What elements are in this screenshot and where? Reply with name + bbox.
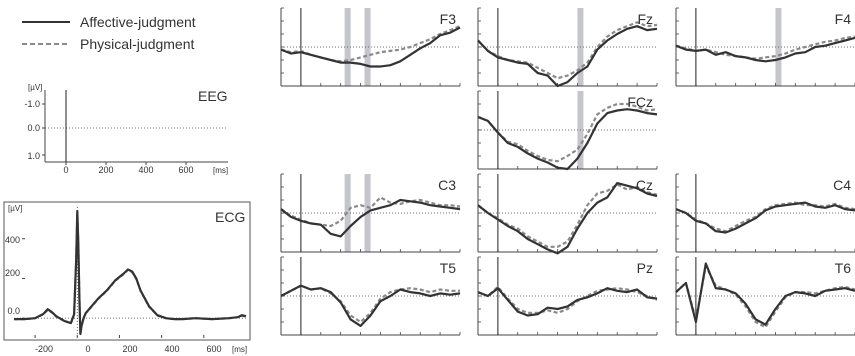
ecg-title: ECG: [215, 209, 245, 225]
ecg-xtick-label: 400: [164, 344, 179, 354]
channel-panel-cz: Cz: [477, 173, 658, 255]
eeg-ytick-label: 0.0: [27, 123, 40, 133]
legend-physical-label: Physical-judgment: [80, 36, 194, 52]
ecg-xticks: -200 0 200 400 600 [ms]: [35, 344, 247, 354]
channel-series-line-affective: [675, 36, 855, 63]
channel-label: C4: [833, 177, 851, 193]
ecg-xtick-label: 200: [122, 344, 137, 354]
eeg-xtick-label: 200: [98, 165, 113, 175]
eeg-xtick-label: 400: [138, 165, 153, 175]
channel-label: Pz: [637, 260, 653, 276]
ecg-plot-area: [14, 207, 247, 338]
ecg-series-line-physical: [14, 212, 247, 335]
channel-label: F3: [440, 11, 457, 27]
erp-channel-grid: F3 Fz F4 FCz C3 Cz C4 T5 Pz T6: [280, 7, 855, 336]
ecg-ytick-label: 0.0: [7, 306, 20, 316]
channel-series-line-affective: [280, 26, 461, 68]
eeg-scale-panel: [µV] EEG -1.0 0.0 1.0 0 200 400 600 [ms]: [24, 83, 228, 175]
channel-panel-t6: T6: [675, 256, 855, 336]
eeg-xtick-label: 0: [63, 165, 68, 175]
channel-label: F4: [835, 11, 852, 27]
ecg-xunit: [ms]: [232, 345, 247, 354]
channel-panel-f4: F4: [675, 7, 855, 87]
ecg-xtick-label: -200: [35, 344, 53, 354]
channel-label: FCz: [627, 94, 653, 110]
channel-panel-t5: T5: [280, 256, 461, 336]
legend: Affective-judgment Physical-judgment: [22, 14, 196, 52]
ecg-panel: [µV] ECG 0.0 200 400 -200 0 200 400 600 …: [3, 201, 251, 354]
eeg-xunit: [ms]: [213, 166, 228, 175]
channel-series-line-affective: [675, 262, 855, 326]
ecg-series-line-affective: [14, 209, 247, 336]
ecg-yticks: 0.0 200 400: [5, 235, 20, 316]
channel-series-line-affective: [477, 25, 658, 88]
significance-bar: [364, 8, 371, 86]
ecg-frame: [3, 201, 251, 341]
channel-series-line-affective: [477, 287, 658, 317]
channel-series-line-affective: [280, 198, 461, 238]
eeg-title: EEG: [198, 88, 228, 104]
channel-series-line-physical: [280, 25, 461, 63]
channel-label: T5: [440, 260, 457, 276]
ecg-ylabel: [µV]: [8, 204, 22, 213]
ecg-ytick-label: 400: [5, 235, 20, 245]
channel-series-line-affective: [477, 108, 658, 171]
channel-series-line-affective: [477, 182, 658, 255]
channel-series-line-physical: [675, 35, 855, 60]
eeg-ylabel: [µV]: [28, 83, 42, 92]
eeg-yticks: -1.0 0.0 1.0: [24, 99, 45, 161]
ecg-xtick-label: 600: [206, 344, 221, 354]
channel-series-line-physical: [477, 21, 658, 80]
ecg-ytick-label: 200: [5, 268, 20, 278]
eeg-ytick-label: 1.0: [27, 151, 40, 161]
legend-affective-label: Affective-judgment: [80, 14, 196, 30]
channel-series-line-physical: [477, 102, 658, 163]
channel-panel-f3: F3: [280, 7, 461, 87]
channel-series-line-affective: [280, 284, 461, 327]
eeg-xtick-label: 600: [178, 165, 193, 175]
channel-panel-fcz: FCz: [477, 90, 658, 171]
eeg-ytick-label: -1.0: [24, 99, 40, 109]
channel-series-line-affective: [675, 201, 855, 234]
channel-panel-fz: Fz: [477, 7, 658, 88]
ecg-xtick-label: 0: [85, 344, 90, 354]
channel-panel-pz: Pz: [477, 256, 658, 336]
channel-panel-c4: C4: [675, 173, 855, 253]
channel-label: C3: [438, 177, 456, 193]
channel-series-line-physical: [477, 183, 658, 248]
channel-label: T6: [835, 260, 852, 276]
eeg-xticks: 0 200 400 600 [ms]: [63, 162, 228, 175]
channel-label: Fz: [637, 11, 653, 27]
channel-label: Cz: [636, 177, 653, 193]
channel-panel-c3: C3: [280, 173, 461, 253]
